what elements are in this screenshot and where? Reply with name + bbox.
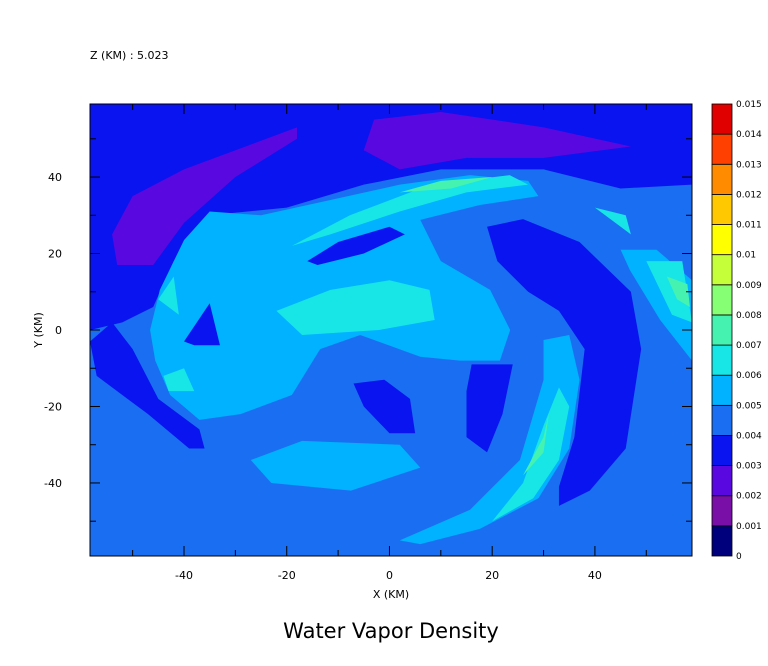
contour-region bbox=[158, 276, 179, 315]
colorbar-label: 0.008 bbox=[736, 311, 762, 321]
contour-region bbox=[90, 322, 205, 449]
colorbar-band bbox=[711, 224, 733, 256]
y-tick-label: 40 bbox=[48, 171, 62, 184]
colorbar-label: 0.013 bbox=[736, 160, 762, 170]
colorbar-band bbox=[711, 193, 733, 225]
colorbar-band bbox=[711, 314, 733, 346]
contour-region bbox=[276, 280, 435, 335]
contour-region bbox=[112, 127, 298, 265]
x-tick-label: 20 bbox=[485, 569, 499, 582]
contour-region bbox=[307, 226, 405, 265]
x-tick-label: 40 bbox=[588, 569, 602, 582]
colorbar-label: 0 bbox=[736, 552, 742, 562]
colorbar-band bbox=[711, 284, 733, 316]
colorbar-label: 0.003 bbox=[736, 462, 762, 472]
contour-region bbox=[487, 219, 642, 506]
colorbar-label: 0.005 bbox=[736, 401, 762, 411]
colorbar-label: 0.006 bbox=[736, 371, 762, 381]
colorbar-band bbox=[711, 435, 733, 467]
colorbar-label: 0.009 bbox=[736, 281, 762, 291]
contour-region bbox=[594, 207, 631, 235]
contour-region bbox=[646, 261, 692, 323]
colorbar-band bbox=[711, 344, 733, 376]
plot-area bbox=[90, 104, 692, 556]
colorbar-band bbox=[711, 495, 733, 527]
colorbar-band bbox=[711, 404, 733, 436]
contour-region bbox=[353, 379, 416, 434]
colorbar-label: 0.007 bbox=[736, 341, 762, 351]
colorbar-band bbox=[711, 525, 733, 557]
subtitle: Z (KM) : 5.023 bbox=[90, 49, 169, 62]
contour-region bbox=[163, 368, 195, 392]
colorbar-band bbox=[711, 254, 733, 286]
contour-region bbox=[466, 364, 513, 453]
colorbar-label: 0.002 bbox=[736, 492, 762, 502]
contour-region bbox=[666, 276, 690, 308]
x-tick-label: -40 bbox=[175, 569, 193, 582]
y-tick-label: 20 bbox=[48, 248, 62, 261]
contour-region bbox=[291, 175, 529, 246]
x-tick-label: -20 bbox=[278, 569, 296, 582]
colorbar-band bbox=[711, 103, 733, 135]
contour-region bbox=[183, 303, 220, 346]
colorbar-label: 0.014 bbox=[736, 130, 762, 140]
contour-region bbox=[250, 440, 421, 491]
contour-region bbox=[492, 387, 570, 522]
colorbar-label: 0.011 bbox=[736, 221, 762, 231]
x-tick-label: 0 bbox=[386, 569, 393, 582]
x-axis-label: X (KM) bbox=[373, 588, 409, 601]
colorbar-band bbox=[711, 133, 733, 165]
colorbar-label: 0.004 bbox=[736, 431, 762, 441]
chart-title: Water Vapor Density bbox=[283, 619, 499, 643]
contour-region bbox=[523, 414, 549, 476]
contour-region bbox=[363, 112, 631, 170]
colorbar-band bbox=[711, 374, 733, 406]
y-tick-label: -20 bbox=[44, 400, 62, 413]
colorbar-label: 0.001 bbox=[736, 522, 762, 532]
colorbar-band bbox=[711, 465, 733, 497]
colorbar-label: 0.012 bbox=[736, 190, 762, 200]
colorbar-label: 0.01 bbox=[736, 251, 756, 261]
y-tick-label: -40 bbox=[44, 477, 62, 490]
colorbar-label: 0.015 bbox=[736, 100, 762, 110]
y-tick-label: 0 bbox=[55, 324, 62, 337]
colorbar-band bbox=[711, 163, 733, 195]
contour-region bbox=[399, 177, 493, 193]
y-axis-label: Y (KM) bbox=[32, 312, 45, 349]
